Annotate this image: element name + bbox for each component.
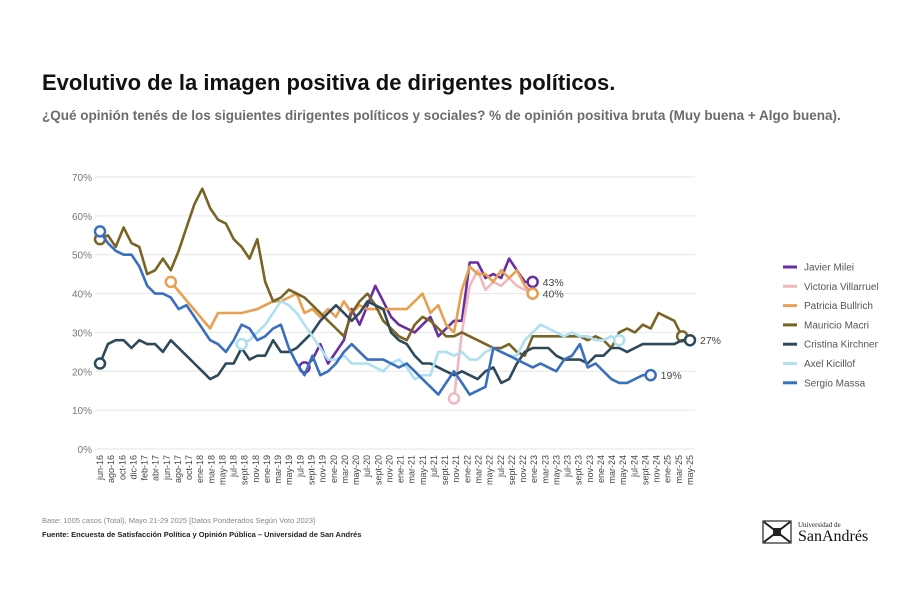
x-tick-label: sept-22 xyxy=(507,455,517,485)
x-tick-label: may-24 xyxy=(618,455,628,485)
x-tick-label: nov-22 xyxy=(518,455,528,483)
x-tick-label: mar-22 xyxy=(473,455,483,484)
logo-big-text: SanAndrés xyxy=(798,528,869,545)
x-tick-label: feb-17 xyxy=(140,455,150,481)
x-tick-label: oct-16 xyxy=(117,455,127,480)
x-tick-label: nov-23 xyxy=(585,455,595,483)
x-tick-label: ene-23 xyxy=(529,455,539,483)
y-tick-label: 20% xyxy=(72,367,92,378)
x-tick-label: jul-22 xyxy=(496,455,506,478)
chart-subtitle: ¿Qué opinión tenés de los siguientes dir… xyxy=(42,108,841,123)
series-line-2 xyxy=(169,265,535,334)
series-end-marker xyxy=(526,287,539,300)
x-tick-label: nov-24 xyxy=(652,455,662,483)
x-tick-label: mar-18 xyxy=(206,455,216,484)
x-tick-label: ene-18 xyxy=(195,455,205,483)
footer-source: Fuente: Encuesta de Satisfacción Polític… xyxy=(42,530,362,539)
x-tick-label: ene-22 xyxy=(462,455,472,483)
x-tick-label: jun-16 xyxy=(95,455,105,481)
x-tick-label: sept-21 xyxy=(440,455,450,485)
x-tick-label: sept-19 xyxy=(307,455,317,485)
x-tick-label: may-23 xyxy=(551,455,561,485)
legend-label: Mauricio Macri xyxy=(804,320,869,331)
y-tick-label: 10% xyxy=(72,406,92,417)
x-tick-label: may-22 xyxy=(485,455,495,485)
legend-label: Cristina Kirchner xyxy=(804,340,879,351)
x-tick-label: nov-18 xyxy=(251,455,261,483)
series-start-marker xyxy=(164,275,178,289)
x-tick-label: mar-21 xyxy=(407,455,417,484)
x-tick-label: mar-19 xyxy=(273,455,283,484)
series-line-4 xyxy=(98,299,692,385)
x-tick-label: mar-23 xyxy=(540,455,550,484)
x-tick-label: sept-23 xyxy=(574,455,584,485)
x-tick-label: mar-24 xyxy=(607,455,617,484)
x-tick-label: jul-24 xyxy=(629,455,639,478)
x-tick-label: sept-24 xyxy=(640,455,650,485)
series-start-marker xyxy=(93,357,107,370)
x-tick-label: oct-17 xyxy=(184,455,194,480)
footer-base: Base: 1005 casos (Total), Mayo 21-29 202… xyxy=(42,516,316,525)
x-tick-label: ene-19 xyxy=(262,455,272,483)
legend-label: Patricia Bullrich xyxy=(804,301,873,312)
x-tick-label: jul-21 xyxy=(429,455,439,478)
series-line-0 xyxy=(303,257,535,369)
x-tick-label: nov-19 xyxy=(318,455,328,483)
y-tick-label: 70% xyxy=(72,173,92,184)
x-tick-label: sept-20 xyxy=(373,455,383,485)
x-tick-label: may-18 xyxy=(217,455,227,485)
x-tick-label: abr-17 xyxy=(151,455,161,481)
series-end-label: 27% xyxy=(700,335,721,347)
x-tick-label: jun-17 xyxy=(162,455,172,481)
series-start-marker xyxy=(93,225,107,238)
series-end-marker xyxy=(612,333,626,347)
series-start-marker xyxy=(235,337,248,351)
x-tick-label: jul-19 xyxy=(295,455,305,478)
x-tick-label: dic-16 xyxy=(128,455,138,480)
x-tick-label: jul-20 xyxy=(362,455,372,478)
university-logo: Universidad de SanAndrés xyxy=(760,518,890,548)
x-tick-label: may-21 xyxy=(418,455,428,485)
legend-label: Javier Milei xyxy=(804,263,854,274)
y-tick-label: 30% xyxy=(72,328,92,339)
x-tick-label: ene-24 xyxy=(596,455,606,483)
y-tick-label: 40% xyxy=(72,290,92,301)
x-tick-label: ago-17 xyxy=(173,455,183,483)
logo-small-text: Universidad de xyxy=(798,521,841,529)
series-end-marker xyxy=(526,275,539,289)
series-end-marker xyxy=(644,368,657,382)
x-tick-label: ene-20 xyxy=(329,455,339,483)
x-tick-label: may-20 xyxy=(351,455,361,485)
x-tick-label: mar-20 xyxy=(340,455,350,484)
series-end-label: 43% xyxy=(543,277,564,289)
university-crest-icon xyxy=(762,520,792,544)
x-tick-label: ago-16 xyxy=(106,455,116,483)
x-tick-label: jul-18 xyxy=(229,455,239,478)
x-tick-label: ene-21 xyxy=(396,455,406,483)
series-line-6 xyxy=(98,230,653,396)
x-tick-label: may-19 xyxy=(284,455,294,485)
x-tick-label: sept-18 xyxy=(240,455,250,485)
series-end-marker xyxy=(683,333,697,347)
x-tick-label: may-25 xyxy=(685,455,695,485)
chart-title: Evolutivo de la imagen positiva de dirig… xyxy=(42,70,616,95)
x-tick-label: nov-21 xyxy=(451,455,461,483)
legend-label: Victoria Villarruel xyxy=(804,282,879,293)
series-start-marker xyxy=(447,392,461,405)
x-tick-label: ene-25 xyxy=(663,455,673,483)
x-tick-label: nov-20 xyxy=(384,455,394,483)
x-tick-label: jul-23 xyxy=(563,455,573,478)
series-end-label: 40% xyxy=(543,289,564,301)
y-tick-label: 0% xyxy=(78,445,93,456)
series-end-label: 19% xyxy=(661,370,682,382)
y-tick-label: 50% xyxy=(72,251,92,262)
series-line-5 xyxy=(240,299,621,381)
legend-label: Sergio Massa xyxy=(804,378,866,389)
x-tick-label: mar-25 xyxy=(674,455,684,484)
legend-label: Axel Kicillof xyxy=(804,359,855,370)
y-tick-label: 60% xyxy=(72,212,92,223)
